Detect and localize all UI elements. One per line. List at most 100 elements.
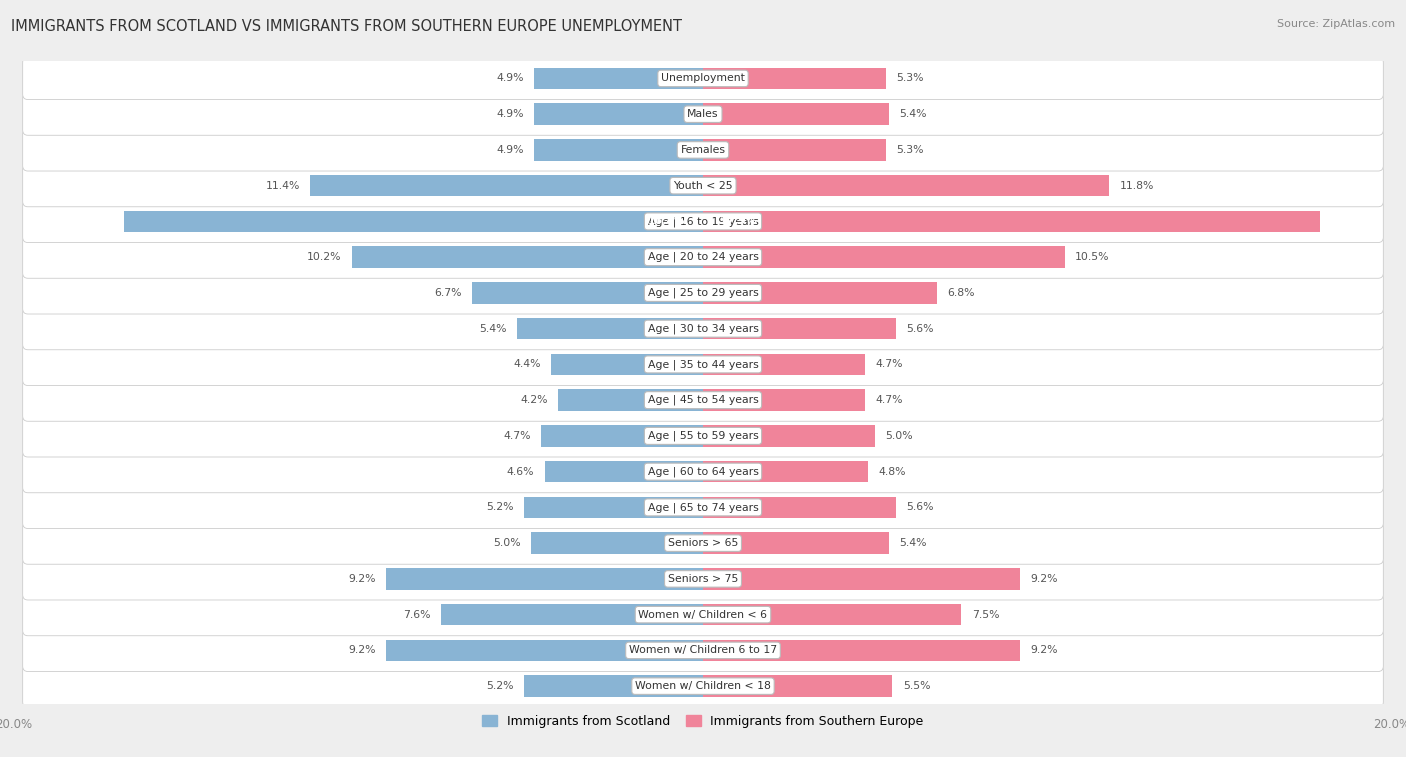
Bar — [703, 497, 896, 518]
Bar — [703, 604, 962, 625]
Bar — [703, 104, 889, 125]
Text: 5.6%: 5.6% — [907, 324, 934, 334]
Bar — [703, 210, 1320, 232]
FancyBboxPatch shape — [22, 236, 1384, 279]
Text: IMMIGRANTS FROM SCOTLAND VS IMMIGRANTS FROM SOUTHERN EUROPE UNEMPLOYMENT: IMMIGRANTS FROM SCOTLAND VS IMMIGRANTS F… — [11, 19, 682, 34]
Text: Age | 45 to 54 years: Age | 45 to 54 years — [648, 395, 758, 406]
Bar — [472, 282, 703, 304]
Text: Age | 16 to 19 years: Age | 16 to 19 years — [648, 217, 758, 226]
Text: Age | 60 to 64 years: Age | 60 to 64 years — [648, 466, 758, 477]
Text: 11.4%: 11.4% — [266, 181, 299, 191]
FancyBboxPatch shape — [22, 164, 1384, 207]
Bar — [524, 675, 703, 697]
FancyBboxPatch shape — [22, 129, 1384, 171]
Bar — [703, 282, 938, 304]
Text: 4.7%: 4.7% — [875, 360, 903, 369]
Bar — [352, 247, 703, 268]
FancyBboxPatch shape — [22, 415, 1384, 457]
Bar — [517, 318, 703, 339]
Text: 9.2%: 9.2% — [1031, 646, 1057, 656]
Text: Females: Females — [681, 145, 725, 155]
Text: 10.5%: 10.5% — [1076, 252, 1109, 262]
Bar — [524, 497, 703, 518]
Text: Seniors > 65: Seniors > 65 — [668, 538, 738, 548]
Text: 6.7%: 6.7% — [434, 288, 461, 298]
Bar — [703, 640, 1019, 661]
Bar — [703, 569, 1019, 590]
Text: 5.4%: 5.4% — [900, 538, 927, 548]
Bar — [558, 389, 703, 411]
Text: 10.2%: 10.2% — [307, 252, 342, 262]
Bar — [703, 318, 896, 339]
Bar — [703, 67, 886, 89]
Text: 4.8%: 4.8% — [879, 466, 907, 477]
FancyBboxPatch shape — [22, 593, 1384, 636]
Bar — [531, 532, 703, 554]
Text: 4.9%: 4.9% — [496, 73, 524, 83]
Bar — [534, 67, 703, 89]
Text: Age | 65 to 74 years: Age | 65 to 74 years — [648, 502, 758, 512]
Text: 4.4%: 4.4% — [513, 360, 541, 369]
FancyBboxPatch shape — [22, 201, 1384, 242]
Text: Age | 20 to 24 years: Age | 20 to 24 years — [648, 252, 758, 263]
Text: Males: Males — [688, 109, 718, 119]
Text: Source: ZipAtlas.com: Source: ZipAtlas.com — [1277, 19, 1395, 29]
Bar — [387, 640, 703, 661]
Text: 5.4%: 5.4% — [479, 324, 506, 334]
Bar — [703, 175, 1109, 196]
Text: 5.3%: 5.3% — [896, 73, 924, 83]
Text: 9.2%: 9.2% — [349, 646, 375, 656]
Bar — [544, 461, 703, 482]
Text: 5.2%: 5.2% — [486, 503, 513, 512]
Text: Age | 25 to 29 years: Age | 25 to 29 years — [648, 288, 758, 298]
Bar — [703, 532, 889, 554]
Bar — [703, 247, 1064, 268]
Bar — [541, 425, 703, 447]
Bar — [703, 425, 875, 447]
Text: 4.7%: 4.7% — [503, 431, 531, 441]
Bar — [441, 604, 703, 625]
FancyBboxPatch shape — [22, 450, 1384, 493]
Text: 17.9%: 17.9% — [720, 217, 758, 226]
FancyBboxPatch shape — [22, 665, 1384, 707]
FancyBboxPatch shape — [22, 58, 1384, 99]
FancyBboxPatch shape — [22, 344, 1384, 385]
Bar — [534, 139, 703, 160]
Text: Unemployment: Unemployment — [661, 73, 745, 83]
Text: Age | 30 to 34 years: Age | 30 to 34 years — [648, 323, 758, 334]
Text: 5.5%: 5.5% — [903, 681, 931, 691]
Bar — [703, 461, 869, 482]
FancyBboxPatch shape — [22, 379, 1384, 421]
FancyBboxPatch shape — [22, 629, 1384, 671]
Bar — [124, 210, 703, 232]
Text: Age | 55 to 59 years: Age | 55 to 59 years — [648, 431, 758, 441]
Legend: Immigrants from Scotland, Immigrants from Southern Europe: Immigrants from Scotland, Immigrants fro… — [477, 710, 929, 733]
Text: 4.2%: 4.2% — [520, 395, 548, 405]
FancyBboxPatch shape — [22, 93, 1384, 136]
Bar — [703, 675, 893, 697]
Text: 9.2%: 9.2% — [1031, 574, 1057, 584]
Text: Women w/ Children < 6: Women w/ Children < 6 — [638, 609, 768, 620]
Bar — [534, 104, 703, 125]
Text: 4.9%: 4.9% — [496, 145, 524, 155]
Text: 7.6%: 7.6% — [404, 609, 430, 620]
Text: 20.0%: 20.0% — [1374, 718, 1406, 731]
Text: 7.5%: 7.5% — [972, 609, 1000, 620]
Text: Seniors > 75: Seniors > 75 — [668, 574, 738, 584]
Bar — [551, 354, 703, 375]
Text: 4.9%: 4.9% — [496, 109, 524, 119]
Text: 20.0%: 20.0% — [0, 718, 32, 731]
Text: 11.8%: 11.8% — [1119, 181, 1154, 191]
Text: 5.0%: 5.0% — [886, 431, 912, 441]
Text: 5.3%: 5.3% — [896, 145, 924, 155]
Text: 5.0%: 5.0% — [494, 538, 520, 548]
Text: 5.6%: 5.6% — [907, 503, 934, 512]
FancyBboxPatch shape — [22, 558, 1384, 600]
Text: 6.8%: 6.8% — [948, 288, 976, 298]
Text: Age | 35 to 44 years: Age | 35 to 44 years — [648, 359, 758, 369]
Bar — [703, 354, 865, 375]
Bar — [311, 175, 703, 196]
Text: 9.2%: 9.2% — [349, 574, 375, 584]
Text: Youth < 25: Youth < 25 — [673, 181, 733, 191]
Bar — [387, 569, 703, 590]
